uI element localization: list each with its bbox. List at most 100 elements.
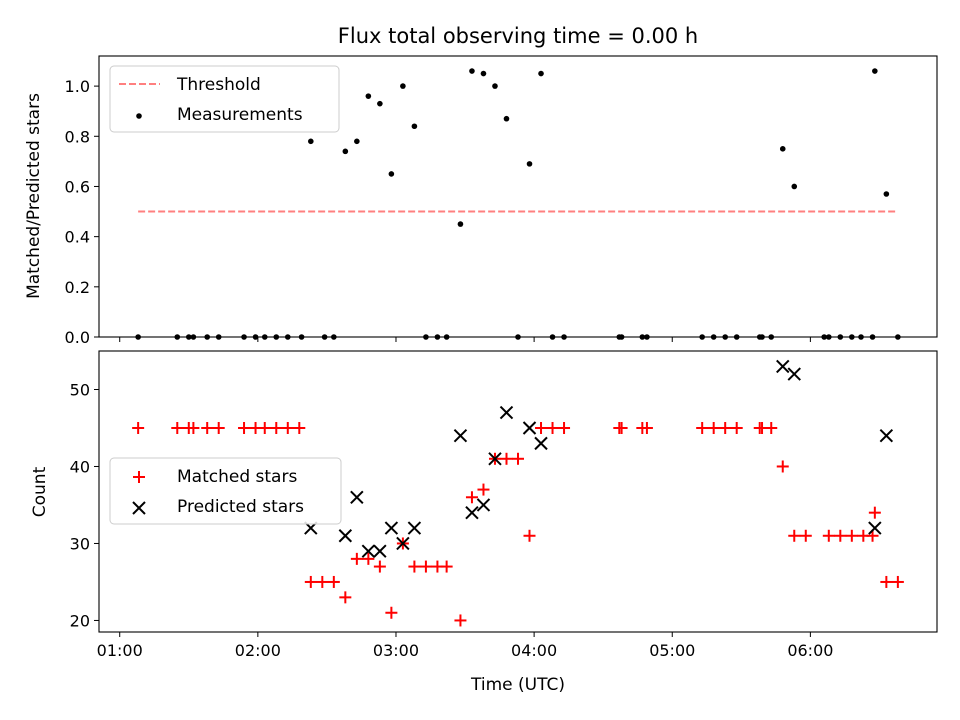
measurement-point xyxy=(388,171,395,177)
y-tick-label: 0.2 xyxy=(65,278,90,297)
predicted-star-point xyxy=(465,505,479,520)
measurement-point xyxy=(400,83,406,89)
matched-star-point xyxy=(408,560,421,573)
matched-star-point xyxy=(281,421,294,434)
x-tick-label: 02:00 xyxy=(235,641,281,660)
measurement-point xyxy=(872,68,878,74)
predicted-star-point xyxy=(396,536,410,551)
matched-star-point xyxy=(546,421,559,434)
measurement-point xyxy=(883,191,890,197)
measurement-point xyxy=(538,70,544,77)
bottom-legend: Matched stars Predicted stars xyxy=(109,457,342,525)
matched-star-point xyxy=(477,483,490,496)
x-tick-label: 03:00 xyxy=(373,641,419,660)
matched-star-point xyxy=(558,421,571,434)
legend-predicted-swatch xyxy=(132,501,146,515)
measurement-point xyxy=(791,183,798,190)
chart-title: Flux total observing time = 0.00 h xyxy=(338,24,698,48)
legend-matched-swatch xyxy=(133,471,145,483)
matched-star-point xyxy=(799,529,812,542)
y-tick-label: 40 xyxy=(70,457,90,476)
predicted-star-point xyxy=(453,428,468,443)
matched-star-point xyxy=(373,560,386,573)
predicted-star-point xyxy=(488,452,502,466)
matched-star-point xyxy=(350,552,363,565)
top-legend-box xyxy=(109,65,340,133)
measurement-point xyxy=(342,148,349,155)
legend-threshold-label: Threshold xyxy=(176,75,261,95)
matched-star-point xyxy=(362,552,375,565)
x-tick-label: 05:00 xyxy=(649,641,695,660)
y-tick-label: 0.6 xyxy=(65,177,90,196)
top-axes: 0.0 0.2 0.4 0.6 0.8 1.0 Matched/Predicted sta… xyxy=(24,55,938,347)
matched-star-point xyxy=(512,452,524,465)
matched-star-point xyxy=(212,421,225,434)
matched-star-point xyxy=(880,575,893,588)
measurement-point xyxy=(779,146,786,152)
measurement-point xyxy=(469,68,475,74)
matched-star-point xyxy=(523,529,536,542)
x-tick-label: 04:00 xyxy=(511,641,557,660)
y-tick-label: 20 xyxy=(70,611,90,630)
bottom-y-axis-label: Count xyxy=(30,466,50,517)
matched-star-point xyxy=(385,606,398,619)
measurement-point xyxy=(526,161,533,167)
matched-star-point xyxy=(891,575,904,588)
top-axes-frame xyxy=(98,55,938,338)
matched-star-point xyxy=(719,421,732,434)
legend-matched-label: Matched stars xyxy=(177,467,297,487)
measurement-point xyxy=(503,115,510,122)
matched-star-point xyxy=(454,614,467,627)
matched-star-point xyxy=(640,421,653,434)
matched-star-point xyxy=(765,421,778,434)
matched-star-point xyxy=(535,421,548,434)
matched-star-point xyxy=(270,421,283,434)
matched-star-point xyxy=(500,452,513,465)
top-axes-ticks: 0.0 0.2 0.4 0.6 0.8 1.0 xyxy=(65,77,811,347)
measurement-point xyxy=(457,221,464,227)
matched-star-point xyxy=(868,506,881,519)
predicted-star-point xyxy=(522,421,537,435)
y-tick-label: 1.0 xyxy=(65,77,90,96)
y-tick-label: 0.8 xyxy=(65,127,90,146)
matched-star-point xyxy=(845,529,858,542)
legend-measurements-label: Measurements xyxy=(177,105,303,125)
x-tick-label: 06:00 xyxy=(787,641,833,660)
matched-star-point xyxy=(293,421,306,434)
matched-star-point xyxy=(776,460,789,473)
predicted-star-point xyxy=(868,521,882,535)
top-legend: Threshold Measurements xyxy=(109,65,340,133)
matched-star-point xyxy=(258,421,271,434)
matched-star-point xyxy=(316,575,329,588)
y-tick-label: 50 xyxy=(70,380,90,399)
matched-star-point xyxy=(304,575,317,588)
predicted-star-point xyxy=(776,359,790,374)
top-y-axis-label: Matched/Predicted stars xyxy=(24,93,44,299)
legend-predicted-label: Predicted stars xyxy=(177,497,304,517)
y-tick-label: 30 xyxy=(70,534,90,553)
matched-star-point xyxy=(465,491,478,504)
matched-star-point xyxy=(788,529,801,542)
matched-star-point xyxy=(615,421,628,434)
bottom-legend-box xyxy=(109,457,342,525)
bottom-axes-ticks: 20 30 40 50 01:00 02:00 03:00 04:00 05:00 06:00 xyxy=(70,380,834,660)
measurement-point xyxy=(411,123,418,130)
predicted-star-point xyxy=(499,405,514,420)
bottom-axes: 20 30 40 50 01:00 02:00 03:00 04:00 05:00 06:00 C… xyxy=(30,350,938,695)
matched-star-point xyxy=(132,421,145,434)
measurement-point xyxy=(480,70,487,77)
matched-star-point xyxy=(238,421,251,434)
predicted-star-point xyxy=(787,367,801,381)
matched-star-point xyxy=(707,421,720,434)
predicted-star-point xyxy=(407,521,422,535)
predicted-star-point xyxy=(476,498,491,512)
measurement-point xyxy=(377,100,383,107)
predicted-star-point xyxy=(373,544,387,558)
matched-star-point xyxy=(822,529,835,542)
matched-star-point xyxy=(730,421,743,434)
matched-star-point xyxy=(339,591,352,604)
bottom-axes-frame xyxy=(98,350,938,633)
predicted-star-point xyxy=(879,428,894,443)
measurement-point xyxy=(492,83,498,89)
